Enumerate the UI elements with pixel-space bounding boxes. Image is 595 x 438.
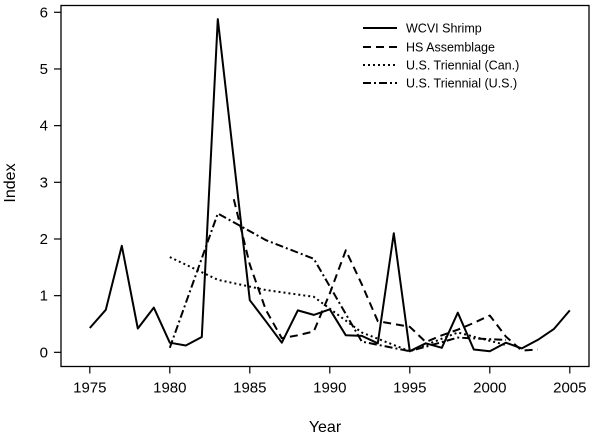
y-axis: 0 1 2 3 4 5 6 [40,4,61,361]
x-tick-label: 1975 [73,380,106,397]
series-line-u-s-triennial-can [169,256,507,353]
x-tick-label: 1990 [313,380,346,397]
x-axis-title: Year [309,419,342,436]
series-line-u-s-triennial-u-s [168,212,506,353]
x-tick-label: 2005 [553,380,586,397]
legend-label: U.S. Triennial (Can.) [406,59,519,73]
plot-frame [60,4,590,368]
x-tick-label: 1980 [153,380,186,397]
legend-label: WCVI Shrimp [406,22,482,36]
y-tick-label: 1 [40,288,48,305]
series-layer [89,18,571,353]
x-tick-label: 1985 [233,380,266,397]
y-tick-label: 3 [40,174,48,191]
legend-item-us-triennial-us: U.S. Triennial (U.S.) [363,77,517,91]
x-tick-label: 2000 [473,380,506,397]
y-tick-label: 4 [40,118,48,135]
legend-label: HS Assemblage [406,41,495,55]
legend-item-wcvi-shrimp: WCVI Shrimp [363,22,482,36]
legend-label: U.S. Triennial (U.S.) [406,77,517,91]
x-tick-label: 1995 [393,380,426,397]
legend: WCVI Shrimp HS Assemblage U.S. Triennial… [363,22,519,91]
legend-item-us-triennial-can: U.S. Triennial (Can.) [363,59,519,73]
y-tick-label: 6 [40,4,48,21]
x-axis: 1975 1980 1985 1990 1995 2000 2005 [73,366,586,397]
y-tick-label: 2 [40,231,48,248]
legend-item-hs-assemblage: HS Assemblage [363,41,495,55]
series-line-hs-assemblage [232,199,538,352]
y-axis-title: Index [2,163,19,202]
y-tick-label: 5 [40,61,48,78]
y-tick-label: 0 [40,344,48,361]
